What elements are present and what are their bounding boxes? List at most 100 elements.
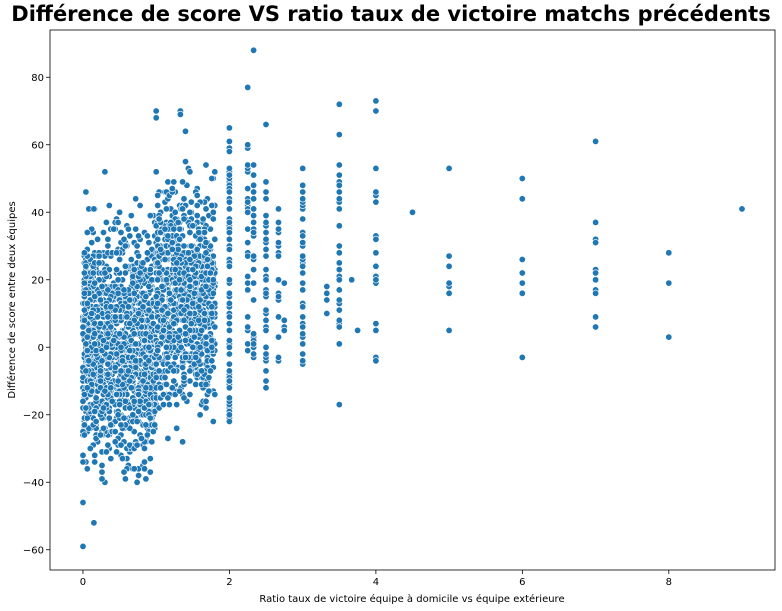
data-point	[148, 438, 156, 446]
data-point	[155, 367, 163, 375]
data-point	[132, 357, 140, 365]
data-point	[250, 279, 258, 287]
data-point	[592, 269, 600, 277]
data-point	[98, 357, 106, 365]
data-point	[105, 202, 113, 210]
data-point	[104, 286, 112, 294]
data-point	[665, 279, 673, 287]
data-point	[83, 384, 91, 392]
data-point	[201, 309, 209, 317]
data-point	[274, 205, 282, 213]
data-point	[158, 333, 166, 341]
data-point	[244, 141, 252, 149]
data-point	[102, 343, 110, 351]
x-tick-label: 8	[666, 577, 672, 588]
data-point	[250, 229, 258, 237]
data-point	[262, 212, 270, 220]
data-point	[518, 269, 526, 277]
data-point	[100, 336, 108, 344]
data-point	[132, 340, 140, 348]
data-point	[161, 225, 169, 233]
data-point	[124, 225, 132, 233]
data-point	[161, 255, 169, 263]
data-point	[104, 235, 112, 243]
data-point	[174, 333, 182, 341]
data-point	[225, 164, 233, 172]
points-layer	[79, 46, 746, 550]
data-point	[225, 218, 233, 226]
data-point	[141, 458, 149, 466]
data-point	[142, 293, 150, 301]
data-point	[225, 229, 233, 237]
data-point	[91, 279, 99, 287]
data-point	[262, 306, 270, 314]
data-point	[162, 380, 170, 388]
data-point	[83, 465, 91, 473]
data-point	[335, 306, 343, 314]
data-point	[372, 235, 380, 243]
x-tick-label: 0	[80, 577, 86, 588]
data-point	[126, 377, 134, 385]
data-point	[162, 343, 170, 351]
data-point	[225, 205, 233, 213]
data-point	[79, 323, 87, 331]
data-point	[372, 97, 380, 105]
data-point	[179, 438, 187, 446]
data-point	[299, 195, 307, 203]
data-point	[116, 208, 124, 216]
data-point	[95, 252, 103, 260]
data-point	[274, 225, 282, 233]
data-point	[182, 330, 190, 338]
data-point	[117, 343, 125, 351]
data-point	[143, 249, 151, 257]
data-point	[152, 107, 160, 115]
data-point	[244, 161, 252, 169]
data-point	[80, 306, 88, 314]
data-point	[225, 235, 233, 243]
data-point	[262, 178, 270, 186]
data-point	[149, 428, 157, 436]
data-point	[665, 249, 673, 257]
data-point	[97, 377, 105, 385]
data-point	[100, 424, 108, 432]
data-point	[201, 316, 209, 324]
data-point	[182, 127, 190, 135]
data-point	[174, 218, 182, 226]
data-point	[244, 279, 252, 287]
data-point	[121, 262, 129, 270]
data-point	[90, 205, 98, 213]
data-point	[132, 195, 140, 203]
data-point	[164, 178, 172, 186]
data-point	[130, 465, 138, 473]
data-point	[203, 255, 211, 263]
data-point	[126, 232, 134, 240]
data-point	[160, 316, 168, 324]
data-point	[335, 316, 343, 324]
data-point	[225, 343, 233, 351]
data-point	[186, 282, 194, 290]
data-point	[116, 330, 124, 338]
data-point	[348, 276, 356, 284]
data-point	[250, 181, 258, 189]
data-point	[154, 276, 162, 284]
data-point	[205, 374, 213, 382]
data-point	[121, 269, 129, 277]
data-point	[91, 340, 99, 348]
data-point	[91, 293, 99, 301]
data-point	[262, 229, 270, 237]
data-point	[225, 299, 233, 307]
data-point	[299, 350, 307, 358]
data-point	[170, 225, 178, 233]
data-point	[195, 229, 203, 237]
data-point	[171, 208, 179, 216]
data-point	[189, 299, 197, 307]
data-point	[113, 266, 121, 274]
data-point	[244, 185, 252, 193]
data-point	[139, 303, 147, 311]
data-point	[127, 384, 135, 392]
data-point	[225, 336, 233, 344]
data-point	[141, 465, 149, 473]
data-point	[335, 259, 343, 267]
data-point	[110, 336, 118, 344]
data-point	[133, 478, 141, 486]
